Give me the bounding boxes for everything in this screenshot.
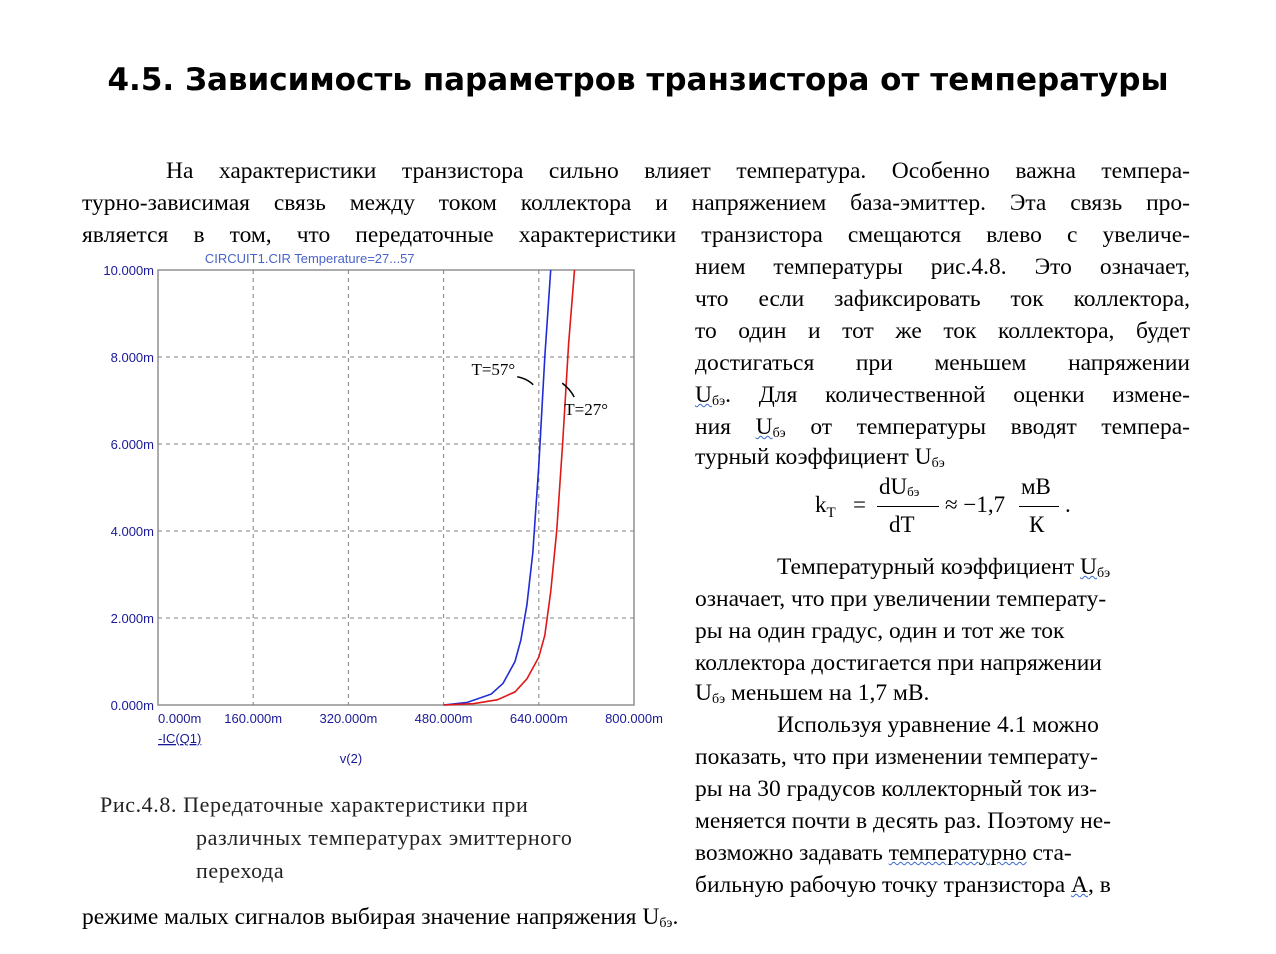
formula-approx: ≈ −1,7 bbox=[945, 492, 1006, 517]
y-tick-label: 4.000m bbox=[111, 524, 154, 539]
paragraph3-line1: Используя уравнение 4.1 можно bbox=[777, 712, 1099, 738]
paragraph2-line3: ры на один градус, один и тот же ток bbox=[695, 618, 1065, 644]
plot-frame bbox=[157, 269, 635, 706]
paragraph1-line1: На характеристики транзистора сильно вли… bbox=[166, 158, 1190, 184]
formula-lhs: kT bbox=[815, 492, 836, 521]
y-tick-label: 2.000m bbox=[111, 611, 154, 626]
paragraph2-line2: означает, что при увеличении температу- bbox=[695, 586, 1107, 612]
paragraph1-line2: турно-зависимая связь между током коллек… bbox=[82, 190, 1190, 216]
annotation-leader-t57 bbox=[517, 376, 534, 386]
y-tick-label: 10.000m bbox=[103, 263, 154, 278]
annotation-leader-t27 bbox=[561, 382, 575, 398]
paragraph3-line2: показать, что при изменении температу- bbox=[695, 744, 1098, 770]
x-tick-label: 480.000m bbox=[415, 711, 473, 726]
caption-line2: различных температурах эмиттерного bbox=[196, 825, 573, 850]
paragraph3-line7: режиме малых сигналов выбирая значение н… bbox=[82, 904, 679, 931]
paragraph1-line4: нием температуры рис.4.8. Это означает, bbox=[695, 254, 1190, 280]
paragraph2-line5: Uбэ меньшем на 1,7 мВ. bbox=[695, 680, 930, 707]
annotation-t57: T=57° bbox=[471, 360, 515, 379]
paragraph2-line1: Температурный коэффициент Uбэ bbox=[777, 554, 1111, 581]
x-tick-label: 0.000m bbox=[158, 711, 201, 726]
paragraph3-line3: ры на 30 градусов коллекторный ток из- bbox=[695, 776, 1097, 802]
paragraph1-line8: Uбэ. Для количественной оценки измене- bbox=[695, 382, 1190, 409]
x-tick-label: 640.000m bbox=[510, 711, 568, 726]
wavy-underlined-word: температурно bbox=[888, 840, 1027, 866]
formula-unit-numerator: мВ bbox=[1021, 474, 1051, 499]
y-axis-label: -IC(Q1) bbox=[158, 731, 201, 746]
chart-svg: 0.000m 2.000m 4.000m 6.000m 8.000m 10.000m 0.0… bbox=[103, 251, 663, 766]
u-be-symbol: Uбэ bbox=[695, 382, 726, 409]
chart-title: CIRCUIT1.CIR Temperature=27...57 bbox=[205, 251, 415, 266]
formula-fraction-bar bbox=[877, 506, 939, 507]
paragraph1-line7: достигаться при меньшем напряжении bbox=[695, 350, 1190, 376]
paragraph3-line5: возможно задавать температурно ста- bbox=[695, 840, 1072, 866]
paragraph1-line3: является в том, что передаточные характе… bbox=[82, 222, 1190, 248]
page-title: 4.5. Зависимость параметров транзистора … bbox=[107, 62, 1169, 98]
paragraph1-line9: ния Uбэ от температуры вводят темпера- bbox=[695, 414, 1190, 441]
paragraph3-line4: меняется почти в десять раз. Поэтому не- bbox=[695, 808, 1111, 834]
formula-eq: = bbox=[853, 492, 866, 517]
paragraph1-line6: то один и тот же ток коллектора, будет bbox=[695, 318, 1190, 344]
y-tick-label: 8.000m bbox=[111, 350, 154, 365]
temperature-coefficient-formula: kT = dUбэ dT ≈ −1,7 мВ К . bbox=[815, 470, 1115, 544]
formula-period: . bbox=[1065, 492, 1071, 517]
series-line-blue bbox=[443, 269, 552, 706]
caption-line1: Рис.4.8. Передаточные характеристики при bbox=[100, 792, 529, 817]
caption-line3: перехода bbox=[196, 858, 285, 883]
formula-unit-denominator: К bbox=[1029, 512, 1045, 537]
figure-caption: Рис.4.8. Передаточные характеристики при… bbox=[100, 788, 573, 887]
y-tick-label: 0.000m bbox=[111, 698, 154, 713]
x-tick-label: 320.000m bbox=[319, 711, 377, 726]
paragraph2-line4: коллектора достигается при напряжении bbox=[695, 650, 1102, 676]
y-tick-label: 6.000m bbox=[111, 437, 154, 452]
x-tick-label: 800.000m bbox=[605, 711, 663, 726]
paragraph1-line10: турный коэффициент Uбэ bbox=[695, 444, 945, 471]
u-be-symbol: Uбэ bbox=[755, 414, 786, 441]
transfer-characteristics-chart: 0.000m 2.000m 4.000m 6.000m 8.000m 10.000m 0.0… bbox=[92, 248, 682, 778]
series-line-red bbox=[443, 269, 576, 706]
formula-numerator: dUбэ bbox=[879, 474, 920, 499]
formula-unit-bar bbox=[1019, 506, 1059, 507]
wavy-underlined-letter: А bbox=[1071, 872, 1088, 898]
formula-denominator: dT bbox=[889, 512, 915, 537]
annotation-t27: T=27° bbox=[564, 400, 608, 419]
x-axis-label: v(2) bbox=[340, 751, 362, 766]
x-tick-label: 160.000m bbox=[224, 711, 282, 726]
paragraph1-line5: что если зафиксировать ток коллектора, bbox=[695, 286, 1190, 312]
u-be-symbol: Uбэ bbox=[1080, 554, 1111, 581]
paragraph3-line6: бильную рабочую точку транзистора А, в bbox=[695, 872, 1111, 898]
